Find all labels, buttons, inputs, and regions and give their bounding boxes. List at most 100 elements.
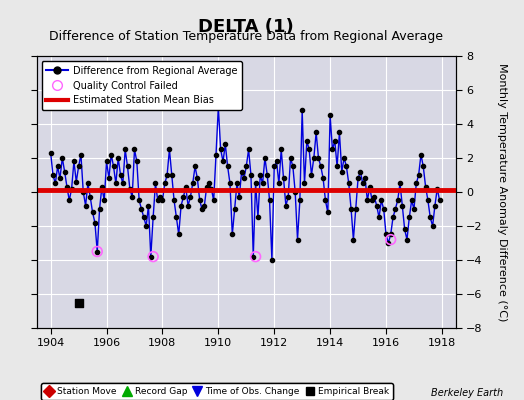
Point <box>184 202 192 209</box>
Point <box>408 197 416 204</box>
Point <box>142 223 150 229</box>
Point <box>347 206 355 212</box>
Point <box>133 158 141 165</box>
Point <box>60 168 69 175</box>
Point <box>237 168 246 175</box>
Point <box>314 155 323 161</box>
Point <box>95 206 104 212</box>
Point <box>429 223 437 229</box>
Point <box>282 202 290 209</box>
Point <box>366 184 374 190</box>
Point <box>102 158 111 165</box>
Point <box>361 175 369 182</box>
Point <box>212 151 220 158</box>
Point <box>93 248 102 255</box>
Point <box>189 180 197 187</box>
Point <box>410 206 418 212</box>
Point <box>258 180 267 187</box>
Point <box>195 197 204 204</box>
Point <box>412 180 420 187</box>
Point <box>49 172 57 178</box>
Point <box>319 175 328 182</box>
Point <box>328 146 336 153</box>
Point <box>154 197 162 204</box>
Point <box>324 209 332 216</box>
Point <box>100 197 108 204</box>
Point <box>275 180 283 187</box>
Point <box>118 180 127 187</box>
Point <box>398 202 407 209</box>
Point <box>86 194 94 200</box>
Point <box>433 185 441 192</box>
Point <box>89 209 97 216</box>
Point <box>379 206 388 212</box>
Point <box>147 254 155 260</box>
Point <box>349 236 357 243</box>
Point <box>128 194 136 200</box>
Point <box>228 231 236 238</box>
Point <box>340 155 348 161</box>
Point <box>58 155 67 161</box>
Point <box>177 202 185 209</box>
Point <box>56 175 64 182</box>
Point <box>47 150 55 156</box>
Point <box>139 214 148 221</box>
Point <box>151 180 160 187</box>
Point <box>149 214 157 221</box>
Point <box>389 214 397 221</box>
Point <box>223 163 232 170</box>
Point <box>221 141 230 148</box>
Point <box>335 129 344 136</box>
Point <box>191 163 199 170</box>
Point <box>91 219 99 226</box>
Point <box>226 180 234 187</box>
Point <box>358 180 367 187</box>
Point <box>405 214 413 221</box>
Point <box>163 172 171 178</box>
Point <box>235 194 244 200</box>
Point <box>293 236 302 243</box>
Point <box>97 184 106 190</box>
Text: DELTA (1): DELTA (1) <box>199 18 294 36</box>
Point <box>370 194 378 200</box>
Point <box>244 146 253 153</box>
Point <box>252 180 260 187</box>
Point <box>272 158 281 165</box>
Point <box>424 197 432 204</box>
Point <box>165 146 173 153</box>
Point <box>354 175 362 182</box>
Point <box>65 197 73 204</box>
Point <box>377 197 386 204</box>
Point <box>394 197 402 204</box>
Point <box>387 236 395 243</box>
Point <box>53 163 62 170</box>
Point <box>419 163 428 170</box>
Text: Berkeley Earth: Berkeley Earth <box>431 388 503 398</box>
Point <box>331 138 339 144</box>
Point <box>160 180 169 187</box>
Point <box>77 151 85 158</box>
Point <box>81 202 90 209</box>
Point <box>426 214 434 221</box>
Point <box>130 146 139 153</box>
Point <box>279 175 288 182</box>
Point <box>158 197 167 204</box>
Point <box>93 248 102 255</box>
Point <box>337 168 346 175</box>
Point <box>263 172 271 178</box>
Point <box>431 202 439 209</box>
Point <box>231 206 239 212</box>
Text: Difference of Station Temperature Data from Regional Average: Difference of Station Temperature Data f… <box>49 30 443 43</box>
Point <box>414 172 423 178</box>
Point <box>356 168 365 175</box>
Point <box>74 163 83 170</box>
Point <box>116 172 125 178</box>
Point <box>296 197 304 204</box>
Point <box>170 197 178 204</box>
Point <box>387 231 395 238</box>
Point <box>74 299 83 306</box>
Point <box>373 202 381 209</box>
Point <box>435 197 444 204</box>
Point <box>168 172 176 178</box>
Point <box>256 172 265 178</box>
